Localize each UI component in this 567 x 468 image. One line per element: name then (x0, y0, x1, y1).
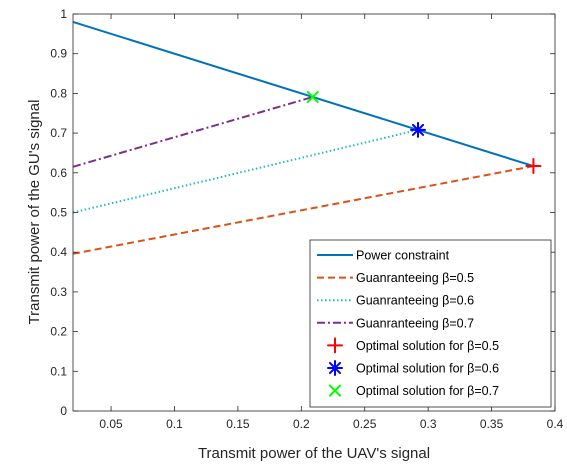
x-axis-label: Transmit power of the UAV's signal (198, 445, 430, 462)
x-tick-label: 0.25 (353, 417, 377, 431)
series-layer (72, 20, 534, 255)
legend-label: Optimal solution for β=0.7 (356, 384, 499, 398)
legend-label: Guanranteeing β=0.6 (356, 294, 474, 308)
legend-marker (328, 384, 342, 397)
legend-marker (327, 360, 343, 376)
x-tick-label: 0.35 (480, 417, 504, 431)
tick-layer: 0.05 0.1 0.15 0.2 0.25 0.3 0.35 0.4 0 0.1 0.2 0.3 0.… (50, 7, 563, 431)
y-tick-label: 0.2 (50, 325, 67, 339)
legend-label: Guanranteeing β=0.5 (356, 271, 474, 285)
optimal-point-1 (525, 158, 542, 175)
y-tick-label: 0.5 (50, 206, 67, 220)
y-tick-label: 0.9 (50, 47, 67, 61)
optimal-point-3 (306, 90, 319, 104)
y-tick-label: 0.6 (50, 166, 67, 180)
series-line-3 (72, 128, 419, 214)
series-line-4 (72, 96, 313, 168)
series-line-1 (72, 20, 534, 168)
y-tick-label: 0 (60, 404, 67, 418)
legend-label: Power constraint (356, 249, 450, 263)
x-tick-label: 0.15 (226, 417, 250, 431)
legend-label: Optimal solution for β=0.5 (356, 339, 499, 353)
series-line-2 (72, 165, 534, 255)
x-tick-label: 0.1 (166, 417, 183, 431)
legend-label: Guanranteeing β=0.7 (356, 316, 474, 330)
x-tick-label: 0.2 (293, 417, 310, 431)
x-tick-label: 0.3 (420, 417, 437, 431)
y-tick-label: 0.1 (50, 364, 67, 378)
y-tick-label: 1 (60, 7, 67, 21)
marker-layer (306, 90, 542, 175)
x-tick-label: 0.05 (99, 417, 123, 431)
optimal-point-2 (410, 121, 427, 138)
y-tick-label: 0.7 (50, 126, 67, 140)
x-tick-label: 0.4 (547, 417, 564, 431)
y-tick-label: 0.8 (50, 86, 67, 100)
y-axis-label: Transmit power of the GU's signal (26, 100, 43, 325)
legend-marker (327, 337, 343, 354)
legend-label: Optimal solution for β=0.6 (356, 362, 499, 376)
legend: Power constraint Guanranteeing β=0.5 Guanr… (309, 239, 552, 408)
y-tick-label: 0.3 (50, 285, 67, 299)
y-tick-label: 0.4 (50, 245, 67, 259)
